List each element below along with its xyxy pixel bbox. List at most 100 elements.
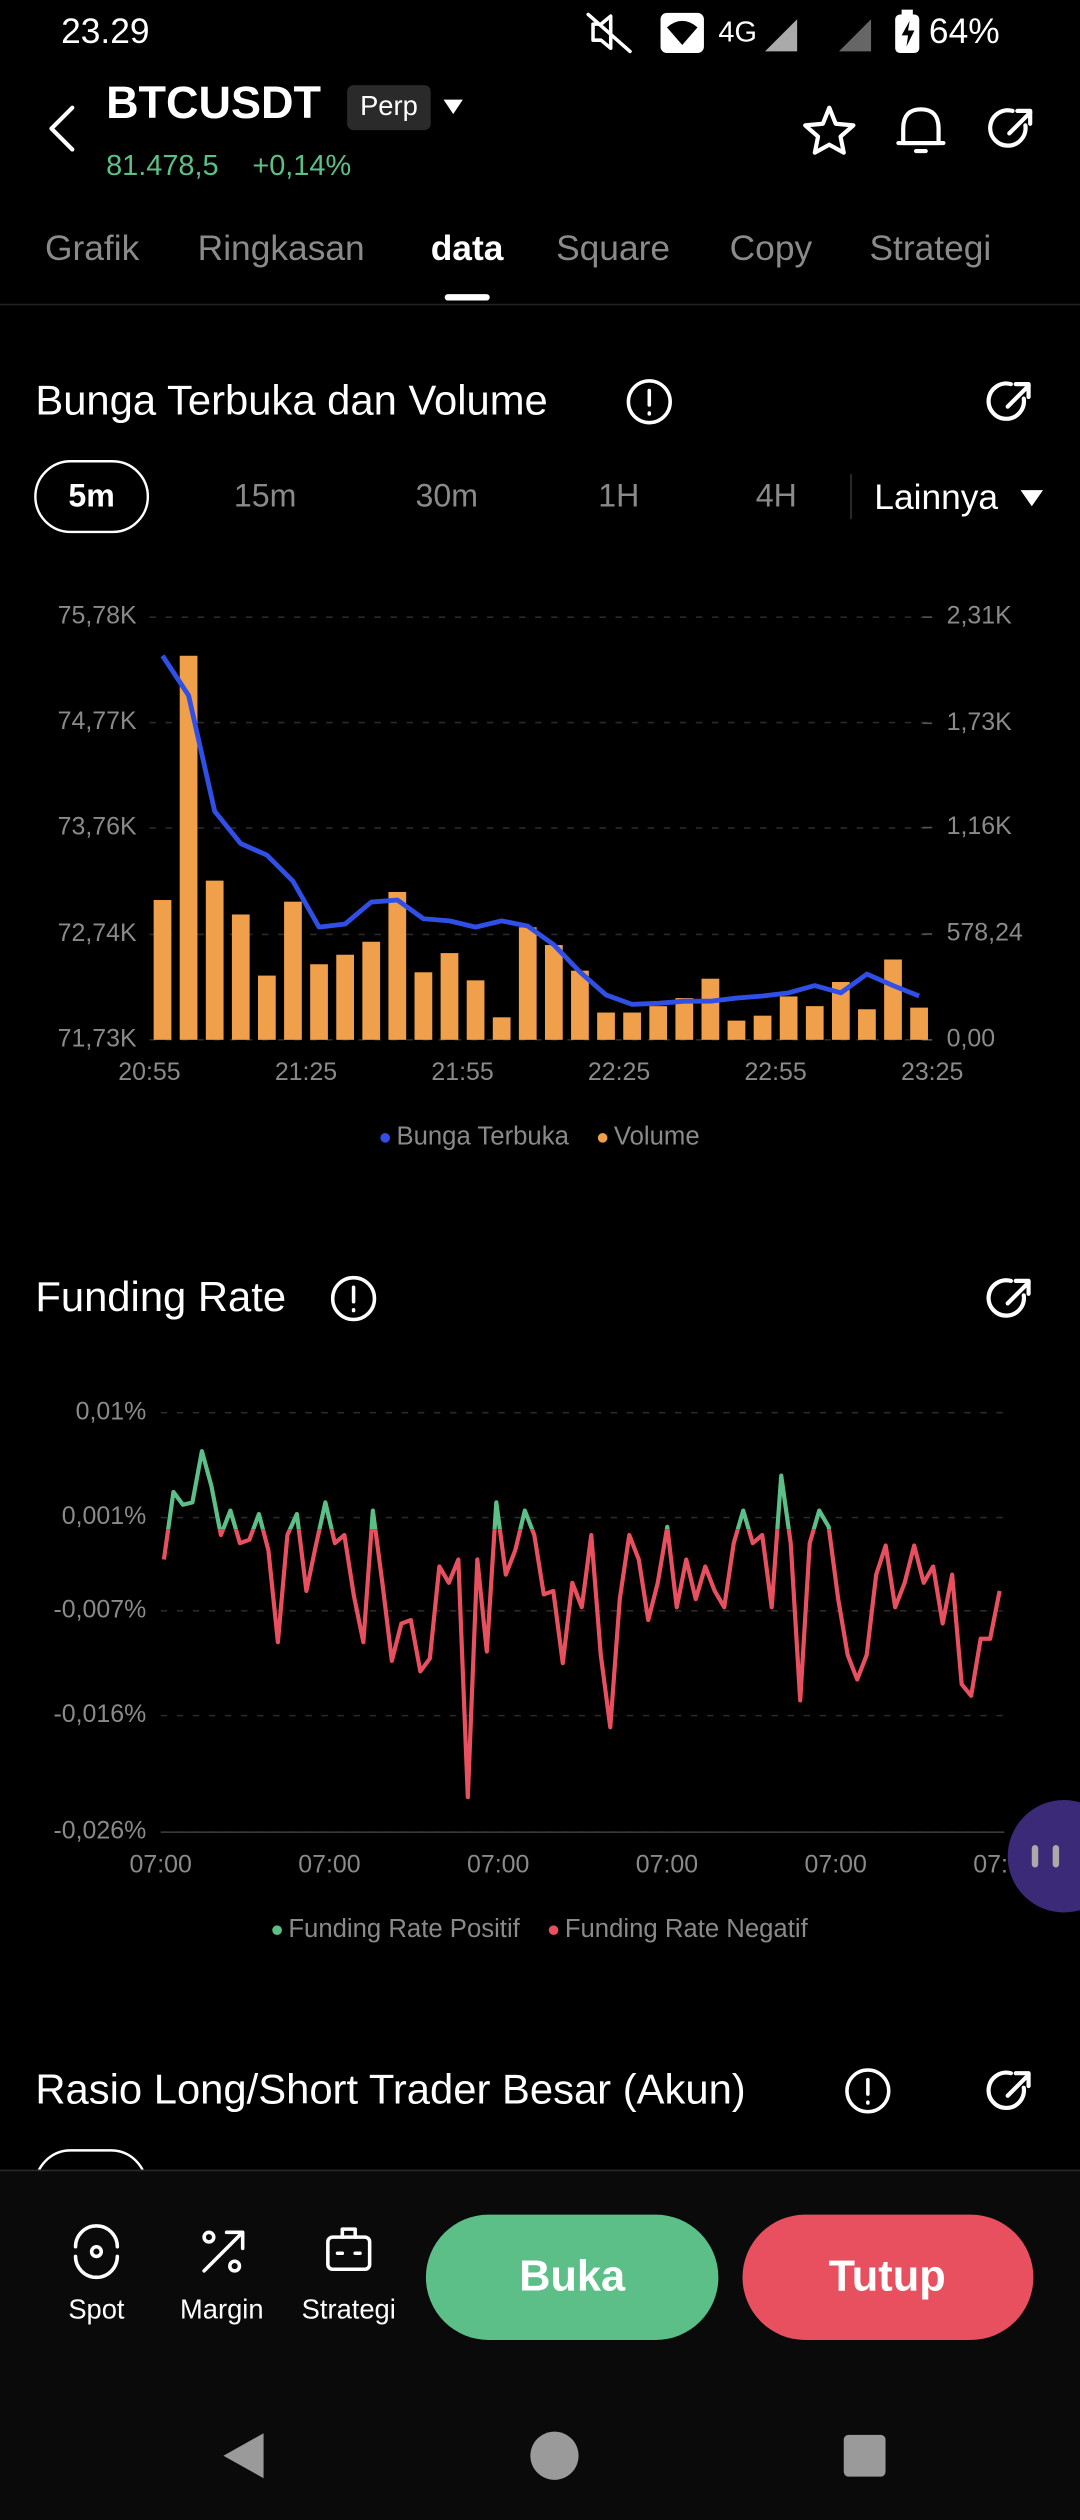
y-tick-label: 0,001% — [62, 1502, 146, 1530]
x-tick-label: 21:55 — [431, 1058, 493, 1086]
sell-label[interactable]: Tutup — [829, 2252, 946, 2300]
interval[interactable]: 15m — [234, 478, 296, 514]
bar — [284, 901, 302, 1040]
battery-level: 64% — [929, 12, 1000, 51]
share-button[interactable] — [986, 1278, 1031, 1318]
share-button[interactable] — [988, 108, 1033, 148]
divider — [0, 303, 1080, 306]
symbol-dropdown[interactable] — [443, 99, 463, 115]
info-icon[interactable] — [845, 2068, 891, 2114]
tab[interactable]: Ringkasan — [198, 229, 365, 268]
bar — [336, 954, 355, 1040]
x-tick-label: 23:25 — [901, 1058, 963, 1086]
system-home[interactable] — [530, 2431, 579, 2480]
badge — [347, 85, 431, 131]
bar — [727, 1020, 746, 1040]
interval-selector: 5m 15m 30m 1H 4H — [34, 460, 797, 534]
favorite-button[interactable] — [803, 105, 856, 155]
battery-icon — [895, 9, 920, 54]
divider — [850, 474, 852, 520]
alert-button[interactable] — [896, 107, 946, 154]
more-dropdown[interactable] — [1020, 490, 1044, 507]
price: 81.478,5 — [106, 150, 219, 182]
y-tick-label: 73,76K — [58, 813, 137, 841]
x-tick-label: 07:00 — [467, 1850, 529, 1878]
y-tick-label: 72,74K — [58, 919, 137, 947]
y2-tick-label: 0,00 — [947, 1024, 995, 1052]
share-button[interactable] — [986, 381, 1031, 421]
mute-icon — [586, 12, 632, 54]
tab[interactable]: Grafik — [45, 229, 140, 268]
info-icon[interactable] — [330, 1275, 377, 1322]
bar — [571, 970, 589, 1040]
y-tick-label: -0,026% — [53, 1817, 146, 1845]
bar — [388, 891, 407, 1040]
legend-marker — [380, 1133, 391, 1143]
interval[interactable]: 1H — [598, 478, 639, 514]
x-tick-label: 22:55 — [744, 1058, 806, 1086]
tab[interactable]: Square — [556, 229, 670, 268]
legend-label: Funding Rate Positif — [288, 1915, 520, 1943]
status-time: 23.29 — [61, 12, 149, 51]
y-tick-label: 75,78K — [58, 602, 137, 630]
bar — [205, 880, 224, 1040]
bar — [179, 655, 198, 1040]
section-title: Funding Rate — [35, 1273, 286, 1320]
y-tick-label: 0,01% — [76, 1397, 147, 1425]
bar — [753, 1015, 772, 1040]
interval[interactable]: 5m — [68, 478, 114, 514]
buy-label[interactable]: Buka — [519, 2252, 626, 2300]
y2-tick-label: 1,16K — [947, 812, 1012, 840]
share-button[interactable] — [986, 2070, 1031, 2111]
divider — [0, 2169, 1080, 2172]
section-title: Bunga Terbuka dan Volume — [35, 376, 547, 423]
spot-icon[interactable] — [73, 2224, 120, 2280]
bar — [805, 1006, 824, 1040]
bar — [884, 959, 902, 1040]
wifi-icon — [660, 12, 704, 54]
nav-item[interactable]: Margin — [180, 2293, 264, 2324]
y-tick-label: -0,007% — [53, 1595, 146, 1623]
price-change: +0,14% — [252, 150, 351, 182]
bar — [440, 953, 459, 1040]
sell-button[interactable] — [742, 2214, 1034, 2340]
bar — [544, 945, 563, 1040]
x-tick-label: 07:00 — [298, 1850, 360, 1878]
y-tick-label: 74,77K — [58, 707, 137, 735]
bar — [831, 982, 850, 1040]
back-button[interactable] — [49, 105, 75, 152]
y-tick-label: -0,016% — [53, 1700, 146, 1728]
bar — [518, 927, 537, 1040]
bar — [910, 1007, 928, 1040]
legend-label: Volume — [614, 1123, 700, 1151]
legend-marker — [272, 1925, 282, 1935]
line — [160, 654, 920, 1007]
tab[interactable]: Copy — [730, 229, 813, 268]
margin-icon[interactable] — [202, 2230, 245, 2273]
x-tick-label: 07:00 — [636, 1850, 698, 1878]
tab[interactable]: Strategi — [869, 229, 991, 268]
x-tick-label: 20:55 — [118, 1058, 180, 1086]
y2-tick-label: 2,31K — [947, 602, 1012, 630]
info-icon[interactable] — [626, 379, 672, 425]
bar — [466, 980, 485, 1040]
symbol[interactable]: BTCUSDT — [106, 77, 321, 128]
nav-item[interactable]: Spot — [68, 2293, 125, 2324]
floating-button[interactable] — [1007, 1800, 1080, 1913]
buy-button[interactable] — [425, 2214, 719, 2340]
strategy-icon[interactable] — [326, 2227, 372, 2272]
system-back[interactable] — [223, 2433, 264, 2479]
interval[interactable]: 4H — [756, 478, 797, 514]
y-tick-label: 71,73K — [58, 1024, 137, 1052]
more-intervals[interactable]: Lainnya — [874, 478, 998, 517]
interval-pill — [34, 460, 150, 534]
bar — [858, 1009, 876, 1040]
system-recents[interactable] — [843, 2434, 886, 2477]
bar — [492, 1017, 511, 1040]
nav-item[interactable]: Strategi — [302, 2293, 396, 2324]
network-type: 4G — [718, 16, 757, 48]
tab[interactable]: data — [431, 229, 504, 268]
interval[interactable]: 30m — [416, 478, 479, 514]
x-tick-label: 22:25 — [588, 1058, 650, 1086]
